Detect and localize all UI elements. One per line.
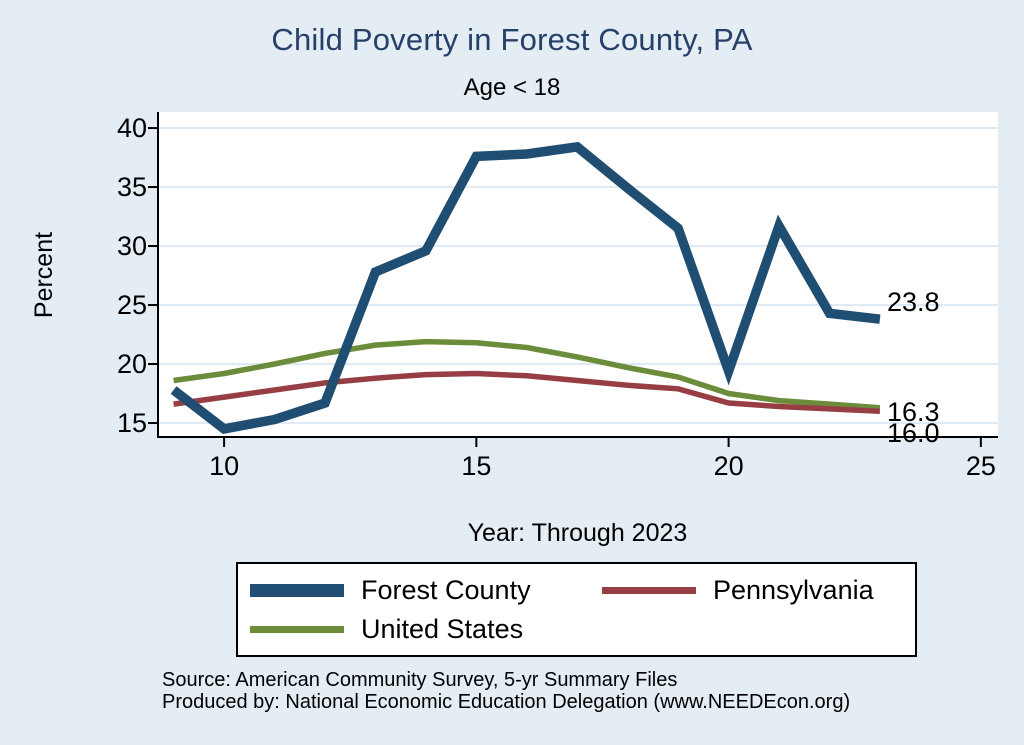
legend: Forest County Pennsylvania United States [236,562,917,657]
chart-title: Child Poverty in Forest County, PA [271,22,753,57]
series-line-forest-county [170,141,881,434]
x-axis-title: Year: Through 2023 [467,519,688,547]
x-tick-label: 20 [713,451,744,481]
y-tick-label: 15 [116,408,147,438]
legend-label-forest-county: Forest County [361,575,531,605]
plot-svg [148,112,998,447]
x-tick-label: 10 [209,451,240,481]
plot-area [148,112,998,447]
legend-label-united-states: United States [361,614,524,644]
end-label-forest-county: 23.8 [886,287,940,318]
legend-item-forest-county: Forest County [250,575,602,605]
series-line-pennsylvania [173,370,881,414]
source-line-2: Produced by: National Economic Education… [162,690,851,713]
y-tick-label: 20 [116,349,147,380]
y-tick-label: 25 [116,290,147,321]
y-tick-label: 35 [116,172,147,203]
legend-swatch-forest-county [250,583,344,597]
end-label-united-states: 16.3 [886,396,940,427]
chart-subtitle: Age < 18 [463,74,561,101]
legend-label-pennsylvania: Pennsylvania [713,575,874,605]
legend-item-united-states: United States [250,614,602,644]
legend-swatch-united-states [250,625,344,633]
legend-swatch-pennsylvania [602,586,696,594]
x-tick-label: 25 [965,451,996,481]
end-label-pennsylvania: 16.0 [886,418,940,449]
series-line-united-states [173,338,881,411]
y-tick-label: 30 [116,231,147,262]
source-note: Source: American Community Survey, 5-yr … [162,669,851,713]
legend-item-pennsylvania: Pennsylvania [602,575,915,605]
source-line-1: Source: American Community Survey, 5-yr … [162,669,678,691]
y-tick-label: 40 [116,113,147,144]
x-tick-label: 15 [461,451,492,481]
